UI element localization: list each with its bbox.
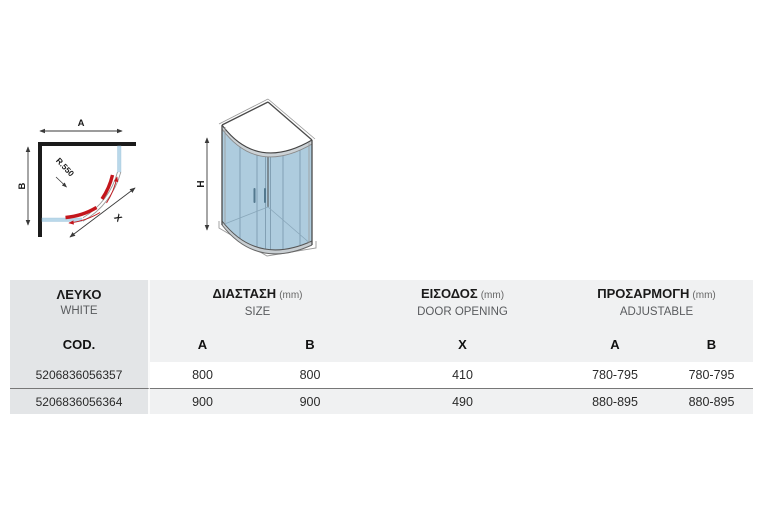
floor-edge-left [221,206,269,226]
radius-arrow [55,176,67,188]
cod-header-english: WHITE [60,305,98,317]
dimension-x-label: X [111,212,124,225]
plan-top-wall [38,142,136,146]
row1-adj-b: 780-795 [670,362,753,388]
group-header-adjustable: ΠΡΟΣΑΡΜΟΓΗ (mm) ADJUSTABLE [560,280,753,326]
adjustable-header-unit: (mm) [692,290,716,301]
row1-size-b: 800 [255,362,365,388]
door-opening-header-english: DOOR OPENING [417,306,508,318]
radius-label: R.550 [54,156,76,178]
size-header-unit: (mm) [279,290,303,301]
group-header-size: ΔΙΑΣΤΑΣΗ (mm) SIZE [150,280,365,326]
top-rail-front-edge [221,124,313,154]
dimension-b-label: B [18,182,28,189]
row1-adj-a: 780-795 [560,362,670,388]
dimension-x-line [69,187,136,238]
door-handles [253,188,266,203]
glass-front [222,125,312,254]
col-header-size-a: A [150,326,255,362]
door-opening-header-unit: (mm) [480,290,505,301]
row2-x: 490 [365,388,560,414]
cod-column-header: ΛΕΥΚΟ WHITE [10,280,150,326]
bottom-rail-top-edge [221,220,313,251]
row2-adj-a: 880-895 [560,388,670,414]
row1-x: 410 [365,362,560,388]
size-header-greek: ΔΙΑΣΤΑΣΗ [212,286,277,301]
row1-cod: 5206836056357 [10,362,150,388]
plan-fixed-panel-right [117,145,122,173]
row2-size-a: 900 [150,388,255,414]
bottom-rail-bottom-edge [221,224,313,255]
row2-cod: 5206836056364 [10,388,150,414]
col-header-cod: COD. [10,326,150,362]
shower-tray-outline [218,221,317,257]
row1-size-a: 800 [150,362,255,388]
plan-fixed-panel-bottom [41,217,83,222]
door-opening-header-greek: ΕΙΣΟΔΟΣ [420,286,478,301]
adjustable-header-english: ADJUSTABLE [619,306,694,318]
adjustable-header-greek: ΠΡΟΣΑΡΜΟΓΗ [597,286,690,301]
group-header-door-opening: ΕΙΣΟΔΟΣ (mm) DOOR OPENING [365,280,560,326]
top-rail-band [222,125,312,157]
col-header-adj-b: B [670,326,753,362]
plan-door-lower [65,206,98,220]
plan-left-wall [38,142,42,237]
iso-diagram: H [196,98,317,257]
dimension-a-label: A [78,118,85,129]
col-header-x: X [365,326,560,362]
glass-dividers [239,142,301,251]
row2-adj-b: 880-895 [670,388,753,414]
col-header-adj-a: A [560,326,670,362]
plan-diagram: A B R.550 X [18,118,136,238]
size-header-english: SIZE [244,306,271,318]
row2-size-b: 900 [255,388,365,414]
cod-header-greek: ΛΕΥΚΟ [56,287,102,302]
col-header-size-b: B [255,326,365,362]
dimension-h-label: H [196,180,207,187]
top-rail-inner-edge [221,128,313,158]
spec-table: ΛΕΥΚΟ WHITE ΔΙΑΣΤΑΣΗ (mm) SIZE ΕΙΣΟΔΟΣ (mm… [10,280,753,414]
frame-edges-outer [218,98,316,243]
frame-edges [221,101,313,245]
top-face [222,102,312,153]
floor-edge-right [267,206,313,246]
